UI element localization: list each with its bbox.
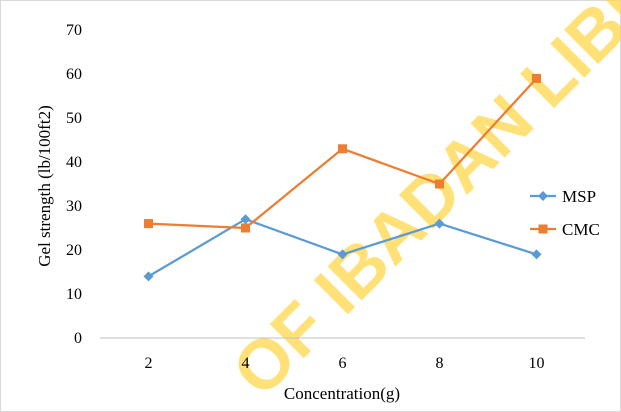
- legend-item-msp: MSP: [530, 187, 596, 206]
- series-msp: [143, 214, 542, 282]
- data-point-msp: [434, 218, 445, 229]
- legend-label-cmc: CMC: [562, 220, 600, 239]
- data-point-cmc: [435, 179, 444, 189]
- y-tick-label: 50: [66, 110, 82, 127]
- data-point-msp: [143, 271, 154, 282]
- series-layer: [143, 73, 542, 282]
- data-point-cmc: [144, 219, 153, 229]
- y-tick-label: 70: [66, 22, 82, 39]
- y-tick-label: 40: [66, 154, 82, 171]
- series-cmc: [144, 73, 541, 233]
- legend-item-cmc: CMC: [530, 220, 600, 239]
- watermark-layer: OF IBADAN LIBRA: [217, 0, 621, 411]
- x-tick-label: 6: [339, 355, 347, 372]
- legend-marker-msp: [538, 191, 548, 201]
- data-point-cmc: [338, 144, 347, 154]
- x-tick-labels: 2 4 6 8 10: [145, 355, 545, 372]
- y-tick-label: 0: [74, 330, 82, 347]
- y-tick-labels: 0 10 20 30 40 50 60 70: [66, 22, 82, 347]
- data-point-msp: [337, 249, 348, 260]
- data-point-cmc: [241, 223, 250, 233]
- x-tick-label: 10: [529, 355, 545, 372]
- watermark-text: OF IBADAN LIBRA: [217, 0, 621, 411]
- legend-marker-cmc: [538, 224, 548, 234]
- x-axis-title: Concentration(g): [284, 384, 400, 403]
- y-tick-label: 20: [66, 242, 82, 259]
- x-tick-label: 4: [242, 355, 250, 372]
- y-axis-title: Gel strength (lb/100ft2): [35, 105, 54, 266]
- y-tick-label: 60: [66, 66, 82, 83]
- x-tick-label: 2: [145, 355, 153, 372]
- data-point-cmc: [532, 73, 541, 83]
- x-tick-label: 8: [436, 355, 444, 372]
- data-point-msp: [240, 214, 251, 225]
- legend: MSP CMC: [530, 187, 600, 239]
- y-tick-label: 30: [66, 198, 82, 215]
- y-tick-label: 10: [66, 286, 82, 303]
- legend-label-msp: MSP: [562, 187, 596, 206]
- data-point-msp: [531, 249, 542, 260]
